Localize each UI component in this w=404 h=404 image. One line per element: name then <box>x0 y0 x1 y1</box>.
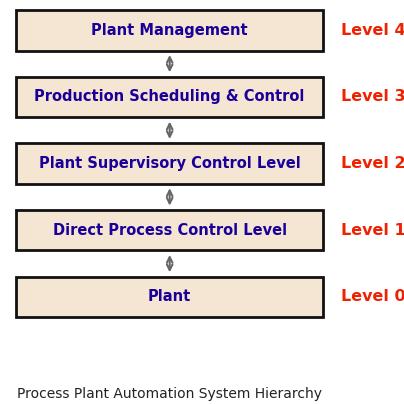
Text: Plant Management: Plant Management <box>91 23 248 38</box>
Text: Plant Supervisory Control Level: Plant Supervisory Control Level <box>39 156 301 171</box>
Bar <box>16 77 323 117</box>
Text: Level 4: Level 4 <box>341 23 404 38</box>
Text: Process Plant Automation System Hierarchy: Process Plant Automation System Hierarch… <box>17 387 322 401</box>
Bar <box>16 210 323 250</box>
Text: Level 1: Level 1 <box>341 223 404 238</box>
Text: Direct Process Control Level: Direct Process Control Level <box>53 223 287 238</box>
Text: Production Scheduling & Control: Production Scheduling & Control <box>34 89 305 105</box>
Bar <box>16 277 323 317</box>
Bar <box>16 143 323 184</box>
Bar <box>16 10 323 51</box>
Text: Level 2: Level 2 <box>341 156 404 171</box>
Text: Level 0: Level 0 <box>341 289 404 305</box>
Text: Level 3: Level 3 <box>341 89 404 105</box>
Text: Plant: Plant <box>148 289 191 305</box>
